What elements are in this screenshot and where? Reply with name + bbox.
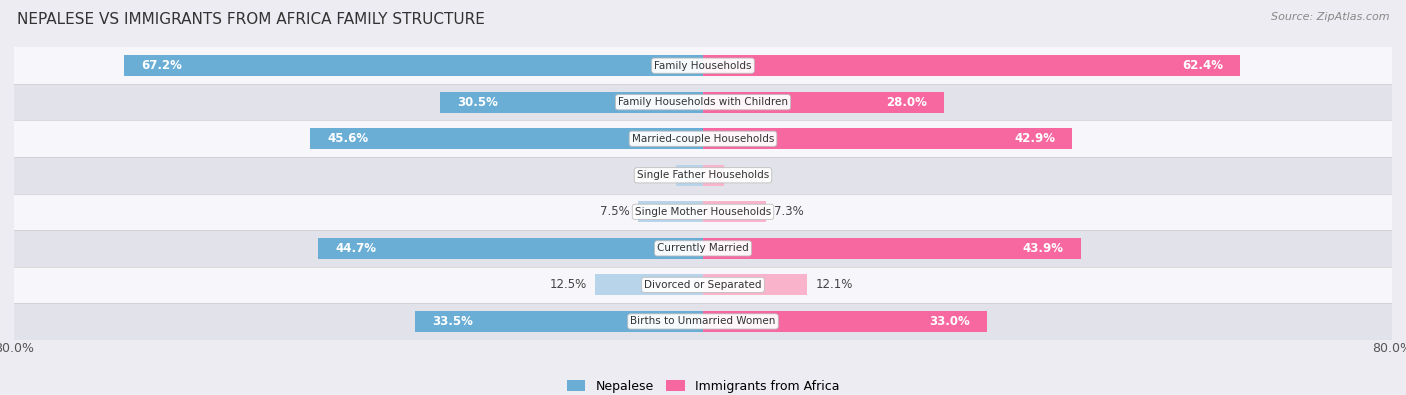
Bar [676,165,703,186]
Bar [311,128,703,149]
Text: 12.5%: 12.5% [550,278,586,292]
Text: 12.1%: 12.1% [815,278,853,292]
Text: Source: ZipAtlas.com: Source: ZipAtlas.com [1271,12,1389,22]
Bar [124,55,703,76]
Bar [703,128,1073,149]
Bar [14,230,1392,267]
Text: 7.5%: 7.5% [600,205,630,218]
Text: 42.9%: 42.9% [1014,132,1056,145]
Bar [14,157,1392,194]
Bar [440,92,703,113]
Text: 2.4%: 2.4% [733,169,762,182]
Bar [703,238,1081,259]
Text: 30.5%: 30.5% [457,96,499,109]
Text: NEPALESE VS IMMIGRANTS FROM AFRICA FAMILY STRUCTURE: NEPALESE VS IMMIGRANTS FROM AFRICA FAMIL… [17,12,485,27]
Text: 3.1%: 3.1% [638,169,668,182]
Bar [14,194,1392,230]
Text: Married-couple Households: Married-couple Households [631,134,775,144]
Bar [703,201,766,222]
Bar [318,238,703,259]
Text: Single Mother Households: Single Mother Households [636,207,770,217]
Bar [14,47,1392,84]
Bar [638,201,703,222]
Text: Currently Married: Currently Married [657,243,749,253]
Text: Births to Unmarried Women: Births to Unmarried Women [630,316,776,326]
Bar [14,267,1392,303]
Text: Divorced or Separated: Divorced or Separated [644,280,762,290]
Text: 67.2%: 67.2% [142,59,183,72]
Bar [14,303,1392,340]
Bar [703,311,987,332]
Text: 44.7%: 44.7% [335,242,377,255]
Text: 7.3%: 7.3% [775,205,804,218]
Bar [14,84,1392,120]
Bar [703,165,724,186]
Bar [703,92,945,113]
Bar [703,274,807,295]
Text: Single Father Households: Single Father Households [637,170,769,180]
Text: 62.4%: 62.4% [1182,59,1223,72]
Legend: Nepalese, Immigrants from Africa: Nepalese, Immigrants from Africa [561,375,845,395]
Text: 33.5%: 33.5% [432,315,472,328]
Text: Family Households: Family Households [654,61,752,71]
Bar [14,120,1392,157]
Text: 45.6%: 45.6% [328,132,368,145]
Text: 28.0%: 28.0% [886,96,927,109]
Text: Family Households with Children: Family Households with Children [619,97,787,107]
Text: 33.0%: 33.0% [929,315,970,328]
Text: 43.9%: 43.9% [1022,242,1064,255]
Bar [595,274,703,295]
Bar [415,311,703,332]
Bar [703,55,1240,76]
